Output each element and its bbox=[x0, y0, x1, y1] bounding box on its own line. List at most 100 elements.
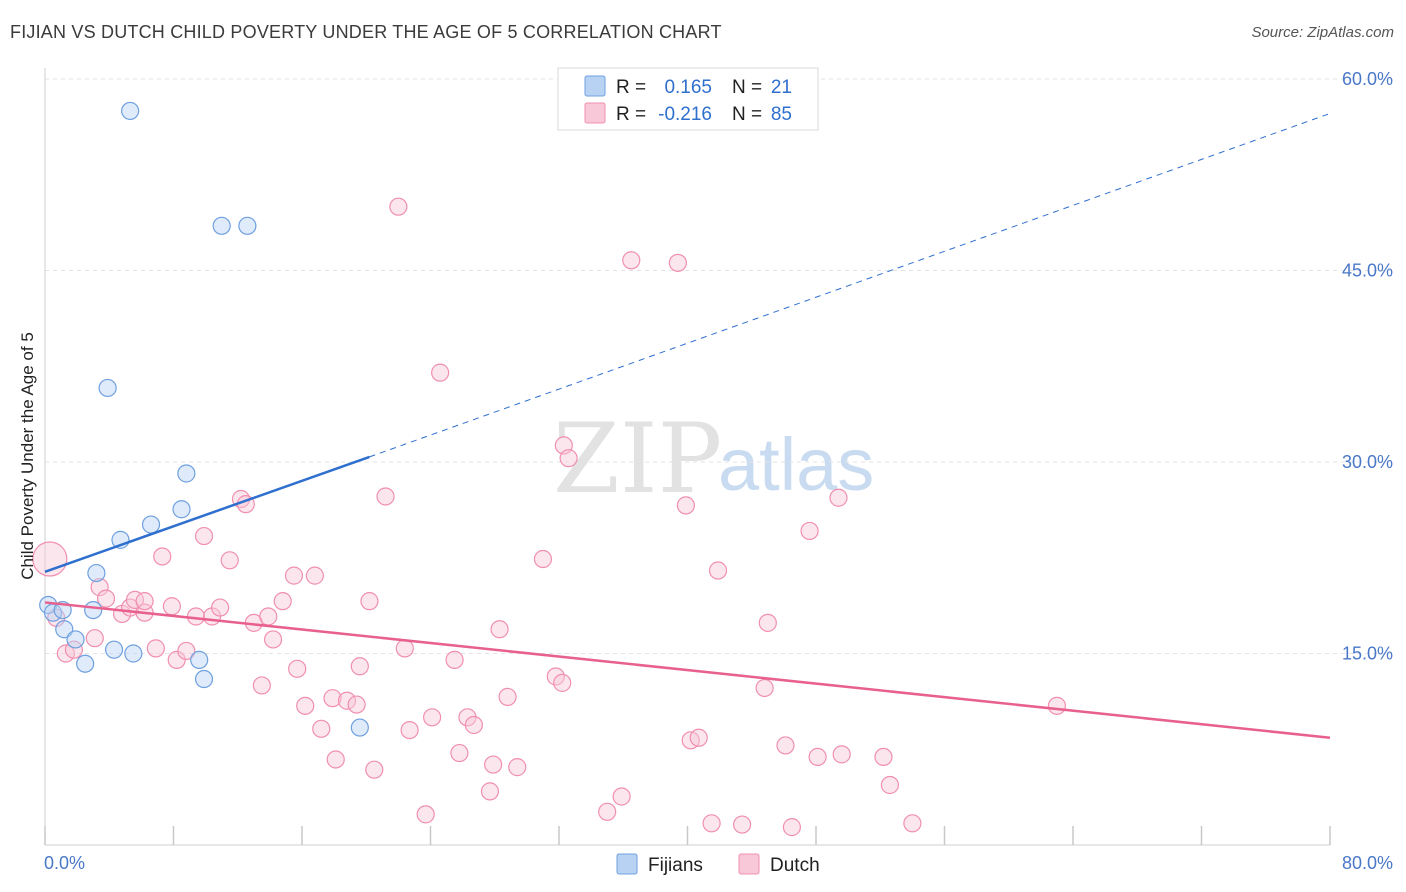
dutch-point-68 bbox=[689, 728, 708, 747]
dutch-trend-line bbox=[44, 601, 1331, 740]
dutch-point-76 bbox=[800, 521, 819, 541]
dutch-point-43 bbox=[395, 639, 414, 658]
dutch-point-29 bbox=[284, 566, 304, 585]
dutch-point-39 bbox=[360, 592, 379, 611]
fijians-trend-line bbox=[44, 455, 370, 573]
dutch-point-78 bbox=[829, 488, 848, 507]
fijian-point-3 bbox=[55, 620, 74, 639]
fijian-point-20 bbox=[350, 718, 369, 737]
dutch-point-83 bbox=[1047, 696, 1067, 715]
dutch-point-35 bbox=[326, 750, 345, 769]
dutch-point-20 bbox=[210, 598, 230, 617]
dutch-point-46 bbox=[423, 708, 442, 727]
dutch-point-5 bbox=[90, 578, 109, 597]
dutch-point-59 bbox=[553, 673, 572, 692]
dutch-point-9 bbox=[125, 590, 145, 609]
fijian-points bbox=[39, 101, 369, 737]
dutch-point-70 bbox=[708, 561, 728, 580]
x-tick-label-min: 0.0% bbox=[44, 853, 85, 873]
dutch-point-14 bbox=[162, 597, 181, 616]
trend-lines bbox=[44, 112, 1331, 740]
dutch-point-73 bbox=[758, 613, 777, 632]
dutch-point-69 bbox=[702, 814, 721, 833]
fijians-r-label: R = bbox=[616, 77, 646, 98]
fijians-n-value: 21 bbox=[771, 77, 792, 98]
dutch-point-4 bbox=[85, 629, 104, 648]
watermark-atlas: atlas bbox=[718, 423, 874, 506]
fijian-point-12 bbox=[124, 644, 143, 663]
dutch-point-71 bbox=[733, 815, 752, 834]
dutch-point-26 bbox=[259, 607, 278, 626]
chart-title: FIJIAN VS DUTCH CHILD POVERTY UNDER THE … bbox=[10, 22, 722, 42]
fijians-legend-swatch bbox=[584, 75, 606, 97]
bottom-legend-dutch-swatch bbox=[738, 853, 760, 875]
fijian-point-11 bbox=[121, 101, 140, 121]
dutch-r-label: R = bbox=[616, 104, 646, 125]
dutch-point-25 bbox=[252, 676, 271, 695]
dutch-point-55 bbox=[498, 687, 517, 707]
fijian-point-17 bbox=[194, 669, 214, 689]
fijian-point-14 bbox=[172, 500, 191, 519]
dutch-point-32 bbox=[305, 566, 324, 585]
fijian-point-19 bbox=[238, 216, 257, 235]
dutch-point-65 bbox=[668, 253, 687, 272]
dutch-point-44 bbox=[400, 720, 419, 740]
dutch-n-label: N = bbox=[732, 104, 762, 125]
watermark-zip: ZIP bbox=[553, 403, 722, 515]
dutch-point-53 bbox=[484, 755, 503, 774]
dutch-point-57 bbox=[533, 549, 553, 569]
fijians-trend-extension bbox=[369, 112, 1331, 458]
dutch-point-81 bbox=[880, 775, 899, 795]
dutch-point-6 bbox=[96, 589, 116, 608]
y-axis-label: Child Poverty Under the Age of 5 bbox=[18, 332, 37, 580]
dutch-point-21 bbox=[220, 551, 239, 570]
fijians-r-value: 0.165 bbox=[664, 77, 712, 98]
dutch-point-11 bbox=[135, 592, 154, 611]
y-tick-label-45: 45.0% bbox=[1342, 261, 1393, 281]
dutch-point-72 bbox=[755, 678, 774, 698]
fijian-point-18 bbox=[212, 216, 231, 235]
x-ticks bbox=[44, 826, 1331, 845]
y-tick-labels: 15.0% 30.0% 45.0% 60.0% bbox=[1342, 69, 1393, 664]
dutch-point-27 bbox=[263, 630, 283, 649]
dutch-point-64 bbox=[622, 251, 641, 270]
fijian-point-13 bbox=[141, 515, 161, 534]
fijians-n-label: N = bbox=[732, 77, 762, 98]
fijian-point-5 bbox=[76, 654, 95, 673]
dutch-point-62 bbox=[598, 802, 617, 821]
dutch-point-42 bbox=[389, 197, 408, 216]
dutch-point-77 bbox=[808, 747, 827, 767]
dutch-points bbox=[32, 197, 1067, 837]
dutch-point-79 bbox=[832, 745, 851, 764]
y-tick-label-60: 60.0% bbox=[1342, 69, 1393, 89]
dutch-point-12 bbox=[146, 639, 165, 658]
y-tick-label-15: 15.0% bbox=[1342, 644, 1393, 664]
fijian-point-7 bbox=[87, 563, 106, 583]
dutch-point-13 bbox=[153, 547, 172, 566]
fijian-point-8 bbox=[98, 378, 117, 398]
dutch-point-48 bbox=[445, 650, 464, 669]
fijian-point-9 bbox=[104, 640, 124, 659]
dutch-point-56 bbox=[508, 758, 527, 777]
dutch-legend-swatch bbox=[584, 102, 606, 124]
dutch-point-82 bbox=[903, 814, 922, 833]
bottom-legend: Fijians Dutch bbox=[616, 853, 820, 876]
fijian-point-4 bbox=[66, 630, 85, 649]
dutch-point-61 bbox=[559, 449, 578, 468]
dutch-point-45 bbox=[416, 805, 435, 824]
dutch-point-49 bbox=[450, 743, 469, 763]
bottom-legend-fijians-swatch bbox=[616, 853, 638, 875]
dutch-point-66 bbox=[676, 496, 695, 515]
dutch-point-41 bbox=[376, 487, 395, 506]
dutch-point-33 bbox=[312, 719, 331, 738]
bottom-legend-dutch-label: Dutch bbox=[770, 855, 820, 876]
dutch-n-value: 85 bbox=[771, 104, 792, 125]
dutch-point-75 bbox=[782, 818, 802, 837]
dutch-point-40 bbox=[365, 760, 384, 779]
fijian-point-15 bbox=[177, 464, 196, 483]
dutch-point-18 bbox=[194, 526, 214, 546]
grid-lines bbox=[45, 78, 1392, 654]
fijian-point-16 bbox=[190, 650, 209, 669]
x-tick-label-max: 80.0% bbox=[1342, 853, 1393, 873]
